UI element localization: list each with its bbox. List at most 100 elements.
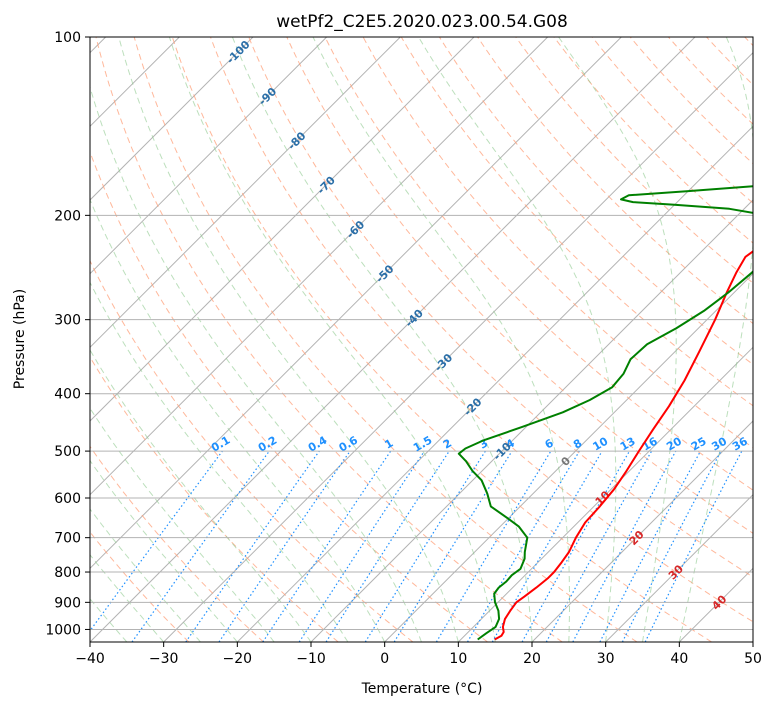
moist-adiabat [558, 37, 677, 642]
moist-adiabat [90, 508, 201, 642]
mixing-ratio-line [599, 450, 702, 642]
dry-adiabat [90, 259, 414, 642]
mixing-ratio-line [466, 450, 580, 642]
y-tick-label: 300 [54, 313, 81, 329]
moist-adiabat [90, 281, 349, 642]
x-tick-label: 40 [670, 651, 688, 667]
y-tick-label: 1000 [45, 622, 81, 638]
isotherm [531, 420, 753, 642]
mixing-ratio-line [90, 450, 223, 632]
isotherm-label: 0 [559, 454, 574, 469]
isotherm [90, 37, 696, 642]
y-axis-ticks: 100 200 300 400 500 600 700 800 900 1000 [45, 30, 90, 638]
pressure-gridlines [90, 37, 753, 630]
mixing-ratio-line [364, 450, 486, 642]
dry-adiabat [629, 37, 753, 165]
dry-adiabat [591, 37, 753, 204]
mixing-ratio-line [262, 450, 392, 642]
moist-adiabat [90, 85, 422, 642]
y-tick-label: 900 [54, 595, 81, 611]
moist-adiabat [90, 459, 238, 642]
mixing-ratio-line [185, 450, 320, 642]
mixing-ratio-line [521, 450, 631, 642]
isotherm-label: -70 [315, 174, 338, 197]
dry-adiabat [90, 150, 488, 642]
isotherm-label: -20 [461, 395, 484, 418]
moist-adiabat [90, 554, 165, 642]
moist-adiabat [231, 37, 533, 642]
dry-adiabat [248, 37, 753, 578]
isotherm [90, 37, 401, 349]
y-tick-label: 500 [54, 444, 81, 460]
mixing-ratio-line [298, 450, 425, 642]
x-axis-ticks: −40 −30 −20 −10 0 10 20 30 40 50 [75, 642, 762, 667]
isotherm [236, 125, 753, 642]
x-tick-label: −40 [75, 651, 105, 667]
mixing-ratio-line [131, 450, 270, 642]
moist-adiabat [90, 598, 128, 642]
isotherm [90, 37, 328, 275]
isotherm [90, 37, 254, 201]
dry-adiabat [553, 37, 753, 244]
y-tick-label: 200 [54, 208, 81, 224]
dry-adiabat [95, 37, 563, 642]
dry-adiabat [668, 37, 753, 125]
x-tick-label: −30 [149, 651, 179, 667]
dry-adiabat [133, 37, 638, 642]
dry-adiabat [744, 37, 753, 47]
dry-adiabat [400, 37, 753, 407]
x-tick-label: 0 [380, 651, 389, 667]
dry-adiabat [171, 37, 712, 642]
isotherm [90, 37, 475, 422]
temperature-profile [494, 250, 753, 641]
mixing-ratio-label: 6 [543, 436, 556, 451]
moist-adiabat [678, 37, 753, 642]
mixing-ratio-line [435, 450, 552, 642]
dewpoint-profile [457, 185, 753, 641]
x-tick-label: −20 [223, 651, 253, 667]
y-tick-label: 100 [54, 30, 81, 46]
y-tick-label: 700 [54, 531, 81, 547]
x-tick-label: 30 [597, 651, 615, 667]
dry-adiabat [324, 37, 753, 491]
isotherm [678, 567, 753, 642]
isotherm [163, 51, 753, 642]
y-tick-label: 600 [54, 491, 81, 507]
dry-adiabat [706, 37, 753, 86]
moist-adiabat [312, 37, 570, 642]
plot-frame [89, 36, 754, 643]
x-tick-label: −10 [296, 651, 326, 667]
dry-adiabat [90, 356, 339, 642]
mixing-ratio-label: 2 [441, 437, 454, 452]
isotherm [605, 493, 753, 642]
isotherm-label: -30 [432, 351, 455, 374]
x-tick-label: 20 [523, 651, 541, 667]
mixing-ratio-line [545, 450, 653, 642]
moist-adiabat [168, 37, 496, 642]
isotherm [90, 37, 549, 496]
dry-adiabat [515, 37, 753, 284]
y-axis-label: Pressure (hPa) [12, 289, 28, 389]
isotherm [457, 346, 753, 642]
mixing-ratio-line [572, 450, 677, 642]
y-tick-label: 800 [54, 565, 81, 581]
isotherm [384, 272, 753, 642]
moist-adiabat [418, 37, 617, 642]
moist-adiabats [90, 37, 753, 642]
moist-adiabat [118, 37, 459, 642]
x-tick-label: 50 [744, 651, 762, 667]
isotherm [90, 37, 622, 570]
dry-adiabat [477, 37, 753, 325]
dry-adiabat [90, 445, 264, 642]
y-tick-label: 400 [54, 387, 81, 403]
isotherm-label: 40 [709, 592, 729, 612]
dry-adiabats [90, 37, 753, 642]
moist-adiabat [90, 198, 386, 642]
mixing-ratio-line [393, 450, 513, 642]
isotherm [752, 641, 753, 642]
mixing-ratio-line [218, 450, 351, 642]
moist-adiabat [90, 407, 275, 642]
profile-series [457, 185, 753, 641]
dry-adiabat [362, 37, 753, 449]
